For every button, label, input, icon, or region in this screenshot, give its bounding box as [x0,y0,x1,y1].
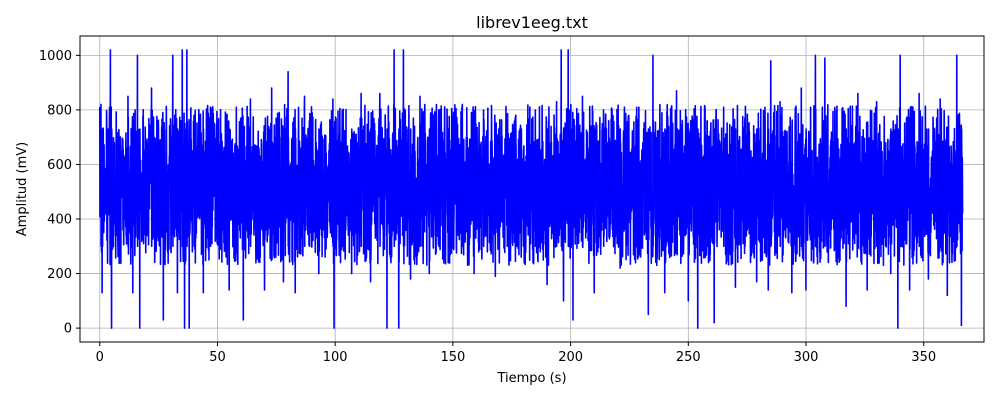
series-layer [98,49,964,329]
x-tick-label: 0 [96,350,104,365]
x-axis-label: Tiempo (s) [496,371,566,386]
y-tick-label: 0 [64,322,72,337]
x-tick-label: 50 [209,350,226,365]
y-axis-label: Amplitud (mV) [15,142,30,236]
y-tick-label: 600 [47,158,72,173]
plot-frame [79,35,985,343]
x-tick-label: 300 [794,350,819,365]
eeg-series-line [98,49,964,329]
y-tick-label: 1000 [39,49,72,64]
y-tick-label: 800 [47,103,72,118]
x-tick-label: 250 [676,350,701,365]
y-tick-label: 200 [47,267,72,282]
x-tick-label: 200 [558,350,583,365]
y-tick-label: 400 [47,213,72,228]
x-tick-label: 100 [323,350,348,365]
x-tick-label: 350 [911,350,936,365]
chart-title: librev1eeg.txt [476,13,588,32]
ticks-layer: 0 50 100 150 200 250 300 350 0 200 400 600 800 1000 [39,49,936,365]
x-tick-label: 150 [440,350,465,365]
